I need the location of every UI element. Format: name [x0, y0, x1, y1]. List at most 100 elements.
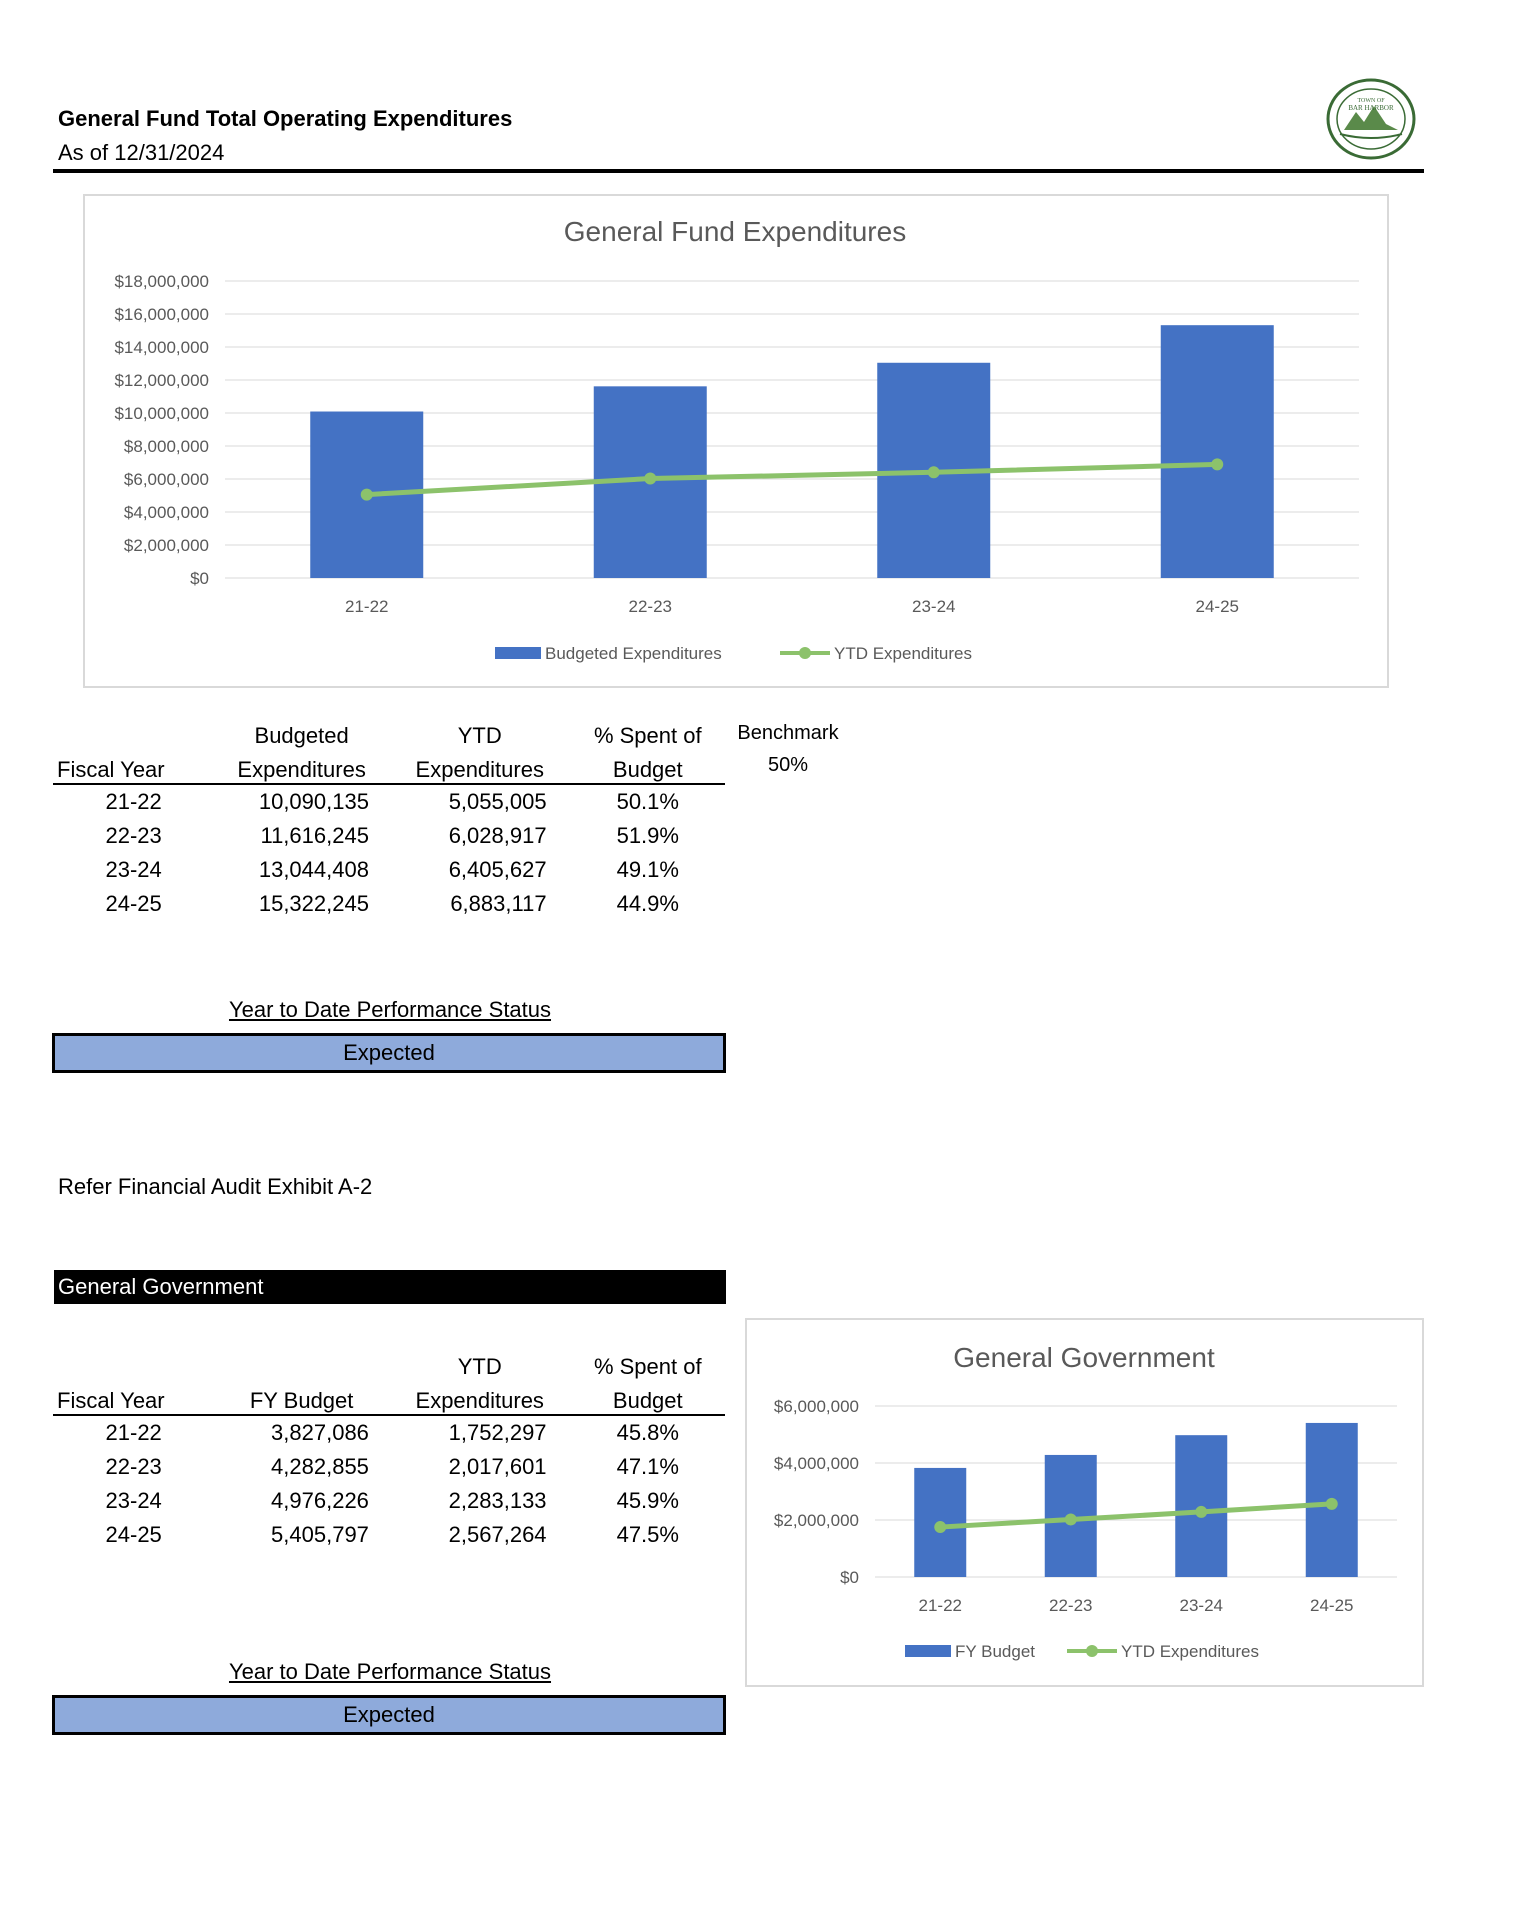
bar-24-25: [1160, 325, 1274, 578]
general-government-chart: General Government $0 $2,000,000 $4,000,000…: [745, 1318, 1424, 1687]
page-title: General Fund Total Operating Expenditure…: [58, 106, 513, 131]
legend-bar-swatch: [495, 647, 541, 659]
th-top-2: YTD: [457, 1354, 502, 1379]
ytd-line: [940, 1501, 1332, 1530]
table-row: 22-23 11,616,245 6,028,917 51.9%: [53, 819, 725, 853]
chart-title: General Government: [953, 1342, 1215, 1373]
cell-fy: 22-23: [105, 1454, 162, 1479]
x-tick-label: 23-24: [912, 597, 955, 616]
table-row: 24-25 15,322,245 6,883,117 44.9%: [53, 887, 725, 921]
cell-ytd: 2,283,133: [448, 1488, 547, 1513]
section-title-bar: General Government: [54, 1270, 726, 1304]
y-tick-label: $0: [840, 1568, 859, 1587]
x-tick-label: 22-23: [1049, 1596, 1092, 1615]
y-tick-label: $18,000,000: [114, 272, 209, 291]
y-tick-label: $10,000,000: [114, 404, 209, 423]
legend-bar-label: Budgeted Expenditures: [545, 644, 722, 663]
cell-budget: 13,044,408: [258, 857, 369, 882]
legend-line-marker: [1086, 1645, 1098, 1657]
cell-budget: 10,090,135: [258, 789, 369, 814]
cell-fy: 23-24: [105, 1488, 162, 1513]
th-top-0: [53, 715, 214, 749]
th-ytd: Expenditures: [388, 1380, 571, 1416]
svg-text:TOWN OF: TOWN OF: [1357, 98, 1385, 104]
cell-ytd: 6,028,917: [448, 823, 547, 848]
cell-fy: 24-25: [105, 891, 162, 916]
ytd-point-24-25: [1325, 1497, 1338, 1510]
x-tick-label: 23-24: [1180, 1596, 1223, 1615]
th-fiscal-year: Fiscal Year: [53, 749, 215, 785]
cell-pct: 45.9%: [616, 1488, 679, 1513]
cell-fy: 21-22: [105, 1420, 162, 1445]
legend-line-label: YTD Expenditures: [834, 644, 972, 663]
cell-pct: 51.9%: [616, 823, 679, 848]
cell-budget: 11,616,245: [260, 823, 369, 848]
cell-ytd: 6,405,627: [448, 857, 547, 882]
general-fund-chart-svg: General Fund Expenditures $0 $2,000,000 $4,…: [114, 216, 1359, 663]
cell-fy: 22-23: [105, 823, 162, 848]
ytd-point-23-24: [1195, 1505, 1208, 1518]
y-tick-label: $4,000,000: [124, 503, 209, 522]
y-tick-label: $6,000,000: [774, 1397, 859, 1416]
table-header-row-top: Budgeted YTD % Spent of: [53, 715, 725, 749]
cell-ytd: 6,883,117: [450, 891, 547, 916]
x-tick-label: 24-25: [1196, 597, 1239, 616]
general-fund-table: Budgeted YTD % Spent of Fiscal Year Expe…: [53, 715, 725, 921]
y-tick-label: $4,000,000: [774, 1454, 859, 1473]
ytd-point-22-23: [1064, 1513, 1077, 1526]
town-seal-logo: TOWN OF BAR HARBOR: [1326, 78, 1416, 160]
th-pct: Budget: [570, 1380, 725, 1416]
cell-budget: 4,282,855: [271, 1454, 369, 1479]
header-divider: [53, 169, 1424, 173]
table-header-row: Fiscal Year FY Budget Expenditures Budge…: [53, 1380, 725, 1416]
chart-title: General Fund Expenditures: [564, 216, 906, 247]
th-top-3: % Spent of: [593, 723, 702, 748]
cell-fy: 24-25: [105, 1522, 162, 1547]
th-top-1: Budgeted: [254, 723, 349, 748]
cell-pct: 47.1%: [616, 1454, 679, 1479]
y-tick-label: $0: [190, 569, 209, 588]
x-tick-label: 21-22: [919, 1596, 962, 1615]
general-government-table: YTD % Spent of Fiscal Year FY Budget Exp…: [53, 1346, 725, 1552]
cell-ytd: 1,752,297: [448, 1420, 547, 1445]
y-tick-label: $16,000,000: [114, 305, 209, 324]
ytd-line: [366, 461, 1218, 498]
cell-ytd: 2,567,264: [448, 1522, 547, 1547]
table-row: 23-24 13,044,408 6,405,627 49.1%: [53, 853, 725, 887]
table-header-row-top: YTD % Spent of: [53, 1346, 725, 1380]
legend-bar-swatch: [905, 1645, 951, 1657]
y-tick-label: $2,000,000: [774, 1511, 859, 1530]
th-ytd: Expenditures: [388, 749, 571, 785]
cell-budget: 4,976,226: [271, 1488, 369, 1513]
cell-fy: 21-22: [105, 789, 162, 814]
status-badge-2: Expected: [52, 1695, 726, 1735]
refer-note: Refer Financial Audit Exhibit A-2: [58, 1174, 373, 1199]
status-label-2: Year to Date Performance Status: [228, 1659, 552, 1684]
cell-pct: 45.8%: [616, 1420, 679, 1445]
x-tick-label: 24-25: [1310, 1596, 1353, 1615]
th-top-1: [214, 1346, 389, 1380]
th-fiscal-year: Fiscal Year: [53, 1380, 215, 1416]
y-tick-label: $14,000,000: [114, 338, 209, 357]
ytd-point-21-22: [360, 488, 373, 501]
ytd-point-24-25: [1211, 458, 1224, 471]
th-budgeted: Expenditures: [214, 749, 389, 785]
ytd-point-22-23: [644, 472, 657, 485]
benchmark-value: 50%: [767, 754, 809, 776]
y-tick-label: $8,000,000: [124, 437, 209, 456]
as-of-date: As of 12/31/2024: [58, 140, 225, 165]
table-header-row: Fiscal Year Expenditures Expenditures Bu…: [53, 749, 725, 785]
ytd-point-21-22: [934, 1521, 947, 1534]
legend-line-marker: [799, 647, 811, 659]
th-top-3: % Spent of: [593, 1354, 702, 1379]
table-row: 22-23 4,282,855 2,017,601 47.1%: [53, 1450, 725, 1484]
status-badge: Expected: [52, 1033, 726, 1073]
status-label: Year to Date Performance Status: [228, 997, 552, 1022]
cell-fy: 23-24: [105, 857, 162, 882]
cell-budget: 3,827,086: [271, 1420, 369, 1445]
th-top-2: YTD: [457, 723, 502, 748]
th-pct: Budget: [570, 749, 725, 785]
x-tick-label: 21-22: [345, 597, 388, 616]
table-row: 24-25 5,405,797 2,567,264 47.5%: [53, 1518, 725, 1552]
legend-line-label: YTD Expenditures: [1121, 1642, 1259, 1661]
